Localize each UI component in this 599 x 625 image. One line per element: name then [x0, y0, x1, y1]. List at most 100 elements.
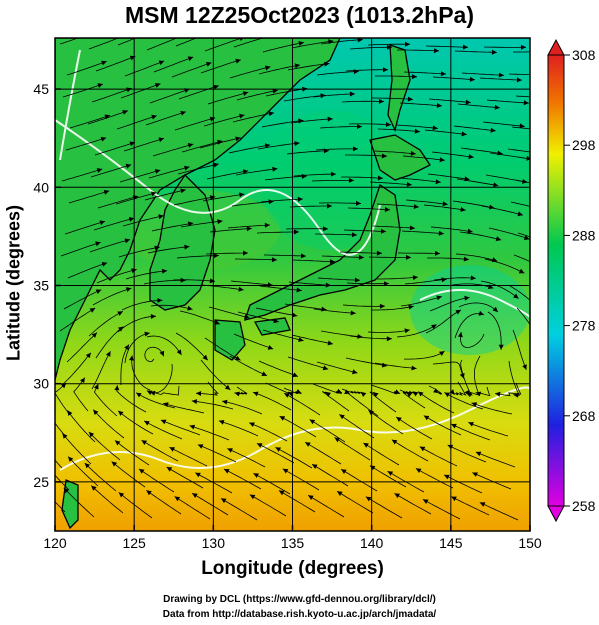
streamline: [369, 181, 412, 186]
streamline-arrowhead: [297, 196, 303, 202]
streamline: [191, 400, 234, 410]
streamline-arrowhead: [357, 124, 362, 129]
streamline-arrowhead: [464, 295, 470, 301]
streamline-arrowhead: [242, 91, 249, 96]
streamline: [509, 285, 530, 301]
streamline-arrowhead: [157, 298, 163, 303]
streamline-arrowhead: [537, 307, 542, 312]
streamline: [116, 115, 157, 130]
streamline-arrowhead: [227, 448, 233, 453]
streamline-arrowhead: [406, 392, 412, 398]
streamline: [258, 64, 301, 75]
streamline-arrowhead: [328, 39, 334, 45]
streamline: [145, 111, 186, 126]
streamline: [287, 63, 330, 71]
streamline: [166, 466, 204, 489]
streamline-arrowhead: [187, 221, 194, 227]
streamline-arrowhead: [355, 200, 361, 206]
streamline-arrowhead: [246, 226, 252, 232]
streamline-arrowhead: [365, 496, 372, 502]
streamline-arrowhead: [154, 83, 161, 88]
streamline-arrowhead: [463, 256, 469, 262]
streamline: [402, 155, 445, 161]
streamline: [135, 392, 176, 409]
y-tick-label: 45: [33, 81, 49, 97]
streamline-arrowhead: [353, 69, 359, 75]
streamline: [376, 203, 419, 208]
streamline: [94, 141, 136, 156]
streamline: [482, 121, 525, 127]
streamline-arrowhead: [378, 98, 384, 104]
streamline-arrowhead: [91, 485, 97, 491]
streamline-arrowhead: [141, 440, 148, 445]
streamline-arrowhead: [41, 403, 46, 409]
streamline: [460, 147, 503, 155]
streamline-arrowhead: [415, 468, 422, 473]
x-tick-label: 150: [518, 535, 542, 551]
streamline-arrowhead: [180, 110, 186, 116]
streamline: [313, 308, 356, 314]
streamline-arrowhead: [444, 392, 450, 398]
colorbar-tick-label: 288: [572, 227, 596, 243]
streamline-arrowhead: [239, 192, 245, 198]
streamline-arrowhead: [267, 345, 274, 350]
streamline: [120, 83, 161, 99]
streamline-arrowhead: [327, 203, 332, 209]
streamline-arrowhead: [522, 364, 527, 370]
streamline: [208, 306, 250, 319]
streamline-arrowhead: [444, 474, 450, 480]
streamline-arrowhead: [235, 58, 241, 64]
streamline-arrowhead: [357, 38, 363, 43]
streamline: [347, 207, 391, 211]
streamline-arrowhead: [383, 281, 389, 287]
streamline-arrowhead: [478, 310, 484, 316]
streamline-arrowhead: [97, 83, 103, 88]
streamline: [206, 170, 249, 180]
streamline: [488, 227, 530, 240]
streamline: [233, 333, 274, 350]
streamline-arrowhead: [523, 235, 530, 240]
streamline-arrowhead: [272, 88, 278, 94]
streamline-arrowhead: [439, 157, 445, 163]
streamline-arrowhead: [80, 377, 85, 384]
streamline-arrowhead: [469, 76, 475, 82]
streamline: [146, 38, 178, 51]
streamline: [481, 205, 524, 216]
streamline: [95, 326, 124, 359]
streamline-arrowhead: [461, 131, 467, 137]
streamline: [181, 140, 223, 153]
streamline-arrowhead: [521, 44, 526, 50]
streamline-arrowhead: [63, 487, 69, 494]
streamline: [395, 124, 438, 129]
streamline: [118, 492, 153, 519]
streamline-arrowhead: [384, 207, 390, 212]
streamline: [404, 278, 447, 285]
streamline-arrowhead: [409, 225, 415, 231]
streamline-arrowhead: [144, 331, 150, 337]
korean-peninsula: [149, 173, 216, 311]
streamline-arrowhead: [68, 456, 74, 462]
streamline: [114, 440, 150, 466]
streamline-arrowhead: [451, 496, 457, 502]
streamline-arrowhead: [174, 496, 181, 502]
streamline: [116, 385, 147, 413]
streamline: [234, 386, 248, 395]
streamline: [349, 46, 392, 50]
streamline: [55, 474, 70, 491]
streamline-arrowhead: [217, 139, 223, 145]
streamline: [262, 42, 304, 53]
streamline-arrowhead: [166, 467, 173, 472]
x-tick-label: 120: [43, 535, 67, 551]
streamline: [258, 360, 299, 377]
streamline: [176, 255, 219, 259]
streamline-arrowhead: [300, 253, 306, 259]
streamline: [282, 468, 320, 491]
streamline: [341, 100, 385, 103]
streamline: [67, 456, 99, 487]
streamline: [423, 204, 466, 211]
streamline: [152, 143, 194, 157]
streamline: [293, 173, 336, 177]
streamline-arrowhead: [472, 472, 478, 477]
streamline: [461, 72, 504, 76]
streamline-arrowhead: [124, 344, 129, 351]
